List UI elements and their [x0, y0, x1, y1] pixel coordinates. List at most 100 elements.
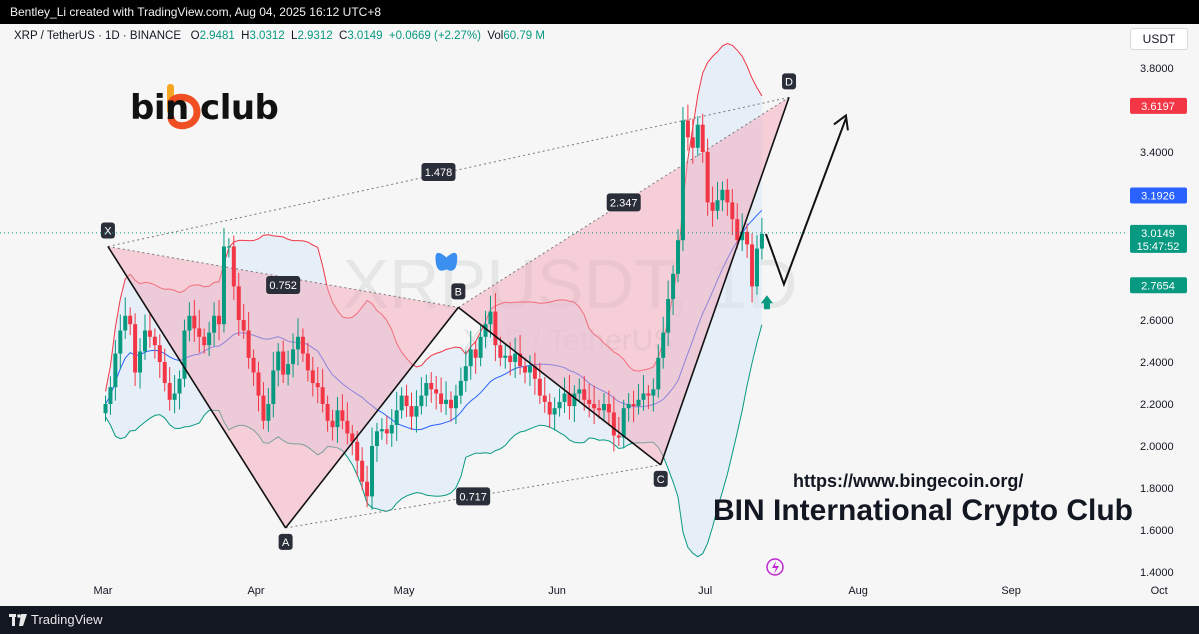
middle-band-badge-box	[1130, 187, 1187, 204]
vol-value: 60.79 M	[503, 30, 545, 42]
candle-body	[177, 378, 182, 394]
candle-body	[473, 349, 478, 358]
x-tick-label: Jul	[698, 585, 712, 597]
candle-body	[261, 395, 266, 421]
candle-body	[498, 345, 503, 358]
candle-body	[641, 393, 646, 400]
candle-body	[705, 152, 710, 203]
candle-body	[616, 435, 621, 438]
candle-body	[172, 393, 177, 400]
platform-name[interactable]: TradingView	[31, 612, 103, 627]
ratio-label-box	[266, 275, 301, 294]
upper-band-badge-box	[1130, 97, 1187, 114]
currency-button[interactable]: USDT	[1130, 28, 1188, 50]
x-tick-label: May	[394, 585, 415, 597]
candle-body	[157, 345, 162, 362]
y-tick-label: 2.6000	[1140, 315, 1174, 327]
candle-body	[207, 332, 212, 346]
candle-body	[384, 429, 389, 434]
lightning-bolt-icon	[772, 561, 779, 574]
close-label: C	[339, 30, 348, 42]
candle-body	[725, 189, 730, 203]
last-price-badge-box	[1130, 224, 1187, 253]
candle-body	[567, 393, 572, 407]
candle-body	[360, 460, 365, 482]
candle-body	[715, 200, 720, 211]
candle-body	[295, 336, 300, 350]
candle-body	[685, 120, 690, 138]
lightning-icon	[766, 558, 784, 576]
candle-body	[527, 366, 532, 373]
point-label-box	[653, 470, 668, 487]
candle-body	[286, 364, 291, 375]
candle-body	[281, 351, 286, 375]
point-label-c: C	[657, 474, 665, 486]
upper-band-badge: 3.6197	[1141, 101, 1175, 113]
website-url[interactable]: https://www.bingecoin.org/	[793, 471, 1024, 491]
tradingview-logo-icon	[9, 614, 27, 626]
candle-body	[142, 330, 147, 352]
credit-text: Bentley_Li created with TradingView.com,…	[10, 5, 382, 19]
candle-body	[547, 401, 552, 415]
candle-body	[118, 330, 123, 354]
candle-body	[355, 441, 360, 461]
candle-body	[276, 351, 281, 371]
candle-body	[537, 378, 542, 396]
candle-body	[468, 349, 473, 367]
candle-body	[167, 383, 172, 400]
candle-body	[754, 248, 759, 287]
candle-body	[444, 399, 449, 404]
credit-bar: Bentley_Li created with TradingView.com,…	[0, 0, 1199, 24]
candle-body	[147, 330, 152, 337]
candle-body	[310, 370, 315, 383]
close-value: 3.0149	[347, 30, 383, 42]
vol-label: Vol	[487, 30, 504, 42]
candle-body	[241, 320, 246, 331]
symbol-legend: XRP / TetherUS · 1D · BINANCE O2.9481 H3…	[14, 30, 545, 42]
candle-body	[439, 393, 444, 404]
candle-body	[345, 420, 350, 434]
symbol-name[interactable]: XRP / TetherUS · 1D · BINANCE	[14, 30, 182, 42]
countdown-badge: 15:47:52	[1137, 241, 1180, 253]
butterfly-icon	[435, 252, 458, 271]
point-label-x: X	[104, 226, 112, 238]
candle-body	[113, 353, 118, 388]
point-label-box	[100, 222, 115, 239]
candle-body	[488, 311, 493, 325]
candle-body	[666, 299, 671, 333]
candle-body	[478, 336, 483, 358]
candle-body	[103, 404, 108, 414]
candle-body	[424, 383, 429, 396]
middle-band-badge: 3.1926	[1141, 191, 1175, 203]
candle-body	[419, 395, 424, 407]
candle-body	[458, 380, 463, 396]
candle-body	[582, 389, 587, 400]
ratio-label: 2.347	[610, 197, 638, 209]
projection-arrow	[764, 118, 847, 288]
x-tick-label: Jun	[548, 585, 566, 597]
pattern-leg-ab	[284, 306, 459, 529]
candle-body	[221, 246, 226, 325]
candle-body	[656, 357, 661, 390]
candle-body	[572, 393, 577, 407]
y-tick-label: 1.6000	[1140, 525, 1174, 537]
candle-body	[365, 481, 370, 497]
open-label: O	[190, 30, 200, 42]
candle-body	[251, 357, 256, 373]
last-price-badge: 3.0149	[1141, 228, 1175, 240]
candle-body	[266, 404, 271, 421]
candle-body	[671, 273, 676, 299]
candle-body	[508, 355, 513, 362]
open-value: 2.9481	[199, 30, 235, 42]
up-arrow-icon	[760, 295, 773, 310]
candle-body	[626, 404, 631, 409]
candle-body	[562, 393, 567, 402]
low-label: L	[291, 30, 298, 42]
candle-body	[182, 330, 187, 379]
candle-body	[601, 404, 606, 411]
ratio-line-xd	[107, 96, 790, 247]
candle-body	[123, 315, 128, 331]
candle-body	[661, 332, 666, 358]
candle-body	[523, 366, 528, 373]
